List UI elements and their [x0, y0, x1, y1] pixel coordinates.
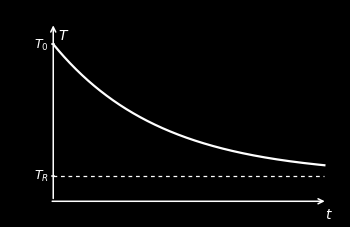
Text: $T_0$: $T_0$	[34, 37, 48, 52]
Text: $T_R$: $T_R$	[34, 169, 48, 184]
Text: $T$: $T$	[58, 29, 69, 43]
Text: $t$: $t$	[325, 207, 332, 221]
